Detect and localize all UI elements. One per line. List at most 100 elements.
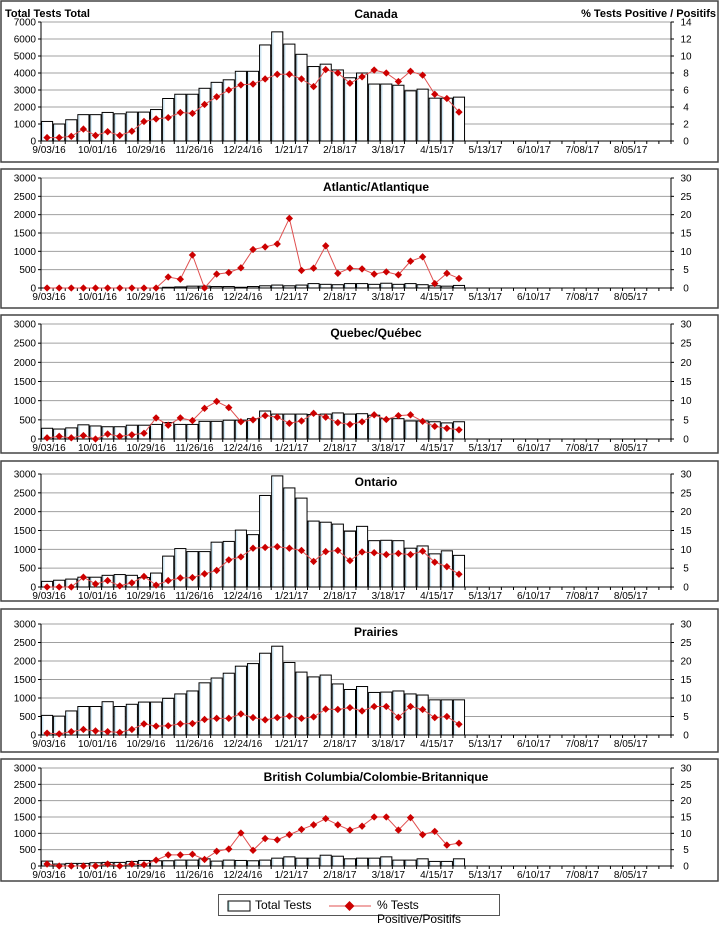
- pct-positive-marker: [394, 411, 403, 420]
- y2-tick-label: 4: [683, 103, 689, 114]
- pct-positive-marker: [79, 125, 88, 133]
- pct-positive-marker: [188, 416, 197, 425]
- x-tick-label: 5/13/17: [469, 591, 503, 602]
- pct-positive-marker: [285, 830, 294, 839]
- x-tick-label: 9/03/16: [32, 870, 66, 881]
- pct-positive-marker: [261, 543, 269, 552]
- y2-tick-label: 15: [680, 813, 692, 824]
- pct-positive-marker: [455, 426, 463, 434]
- y2-tick-label: 25: [680, 192, 692, 203]
- x-tick-label: 4/15/17: [420, 292, 454, 303]
- y2-tick-label: 25: [680, 780, 692, 791]
- pct-positive-marker: [261, 716, 269, 724]
- pct-positive-marker: [103, 430, 112, 438]
- pct-positive-marker: [164, 113, 172, 122]
- y-tick-label: 0: [30, 583, 36, 594]
- pct-positive-marker: [309, 264, 318, 272]
- y-tick-label: 3000: [14, 764, 37, 775]
- pct-positive-marker: [152, 115, 160, 123]
- pct-positive-marker: [358, 822, 366, 830]
- pct-positive-marker: [200, 404, 209, 413]
- pct-positive-marker: [394, 826, 403, 834]
- pct-positive-marker: [322, 705, 330, 713]
- y-tick-label: 0: [30, 435, 36, 446]
- x-tick-label: 3/18/17: [372, 292, 406, 303]
- pct-positive-marker: [200, 715, 209, 724]
- panel-prairies: 0 500 1000 1500 2000 2500 3000 0 5 10 15 20 25 30 9/03…: [0, 608, 719, 753]
- pct-positive-marker: [164, 851, 172, 859]
- pct-positive-marker: [200, 284, 209, 292]
- x-tick-label: 8/05/17: [614, 443, 648, 454]
- x-tick-label: 4/15/17: [420, 145, 454, 156]
- y-tick-label: 0: [30, 731, 36, 742]
- pct-positive-marker: [140, 861, 148, 869]
- x-tick-label: 11/26/16: [175, 739, 214, 750]
- pct-positive-marker: [285, 712, 294, 720]
- pct-positive-marker: [406, 257, 415, 265]
- x-tick-label: 7/08/17: [565, 591, 599, 602]
- pct-positive-marker: [91, 580, 100, 588]
- x-tick-label: 6/10/17: [517, 870, 551, 881]
- pct-positive-marker: [346, 826, 354, 834]
- x-tick-label: 2/18/17: [323, 292, 357, 303]
- pct-positive-marker: [200, 100, 209, 109]
- x-tick-label: 5/13/17: [469, 443, 503, 454]
- x-tick-label: 7/08/17: [565, 870, 599, 881]
- pct-positive-marker: [455, 108, 463, 116]
- y-tick-label: 1000: [14, 694, 37, 705]
- pct-positive-marker: [346, 420, 354, 429]
- x-tick-label: 10/29/16: [127, 870, 166, 881]
- x-tick-label: 8/05/17: [614, 591, 648, 602]
- y2-tick-label: 5: [683, 265, 689, 276]
- y2-tick-label: 5: [683, 845, 689, 856]
- pct-positive-marker: [79, 725, 88, 734]
- x-tick-label: 4/15/17: [420, 591, 454, 602]
- pct-positive-marker: [237, 264, 245, 272]
- pct-positive-marker: [116, 432, 124, 440]
- y2-tick-label: 10: [680, 396, 692, 407]
- y2-tick-label: 15: [680, 526, 692, 537]
- legend-pct-positive: % Tests Positive/Positifs: [377, 898, 462, 926]
- x-tick-label: 7/08/17: [565, 739, 599, 750]
- pct-positive-marker: [406, 67, 415, 75]
- x-tick-label: 5/13/17: [469, 292, 503, 303]
- y-tick-label: 0: [30, 137, 36, 148]
- x-tick-label: 11/26/16: [175, 443, 214, 454]
- x-tick-label: 6/10/17: [517, 591, 551, 602]
- pct-positive-marker: [394, 77, 403, 86]
- y-tick-label: 500: [19, 564, 36, 575]
- x-tick-label: 3/18/17: [372, 145, 406, 156]
- pct-positive-marker: [176, 275, 185, 283]
- pct-positive-marker: [212, 93, 221, 101]
- x-tick-label: 7/08/17: [565, 292, 599, 303]
- pct-positive-marker: [406, 813, 415, 822]
- y-axis-title: Total Tests Total: [5, 8, 90, 20]
- pct-positive-marker: [297, 266, 306, 275]
- y2-tick-label: 0: [683, 862, 689, 873]
- pct-positive-marker: [285, 544, 294, 552]
- pct-positive-marker: [116, 284, 124, 292]
- y-tick-label: 3000: [14, 320, 37, 331]
- x-tick-label: 4/15/17: [420, 870, 454, 881]
- pct-positive-marker: [455, 570, 463, 578]
- x-tick-label: 3/18/17: [372, 591, 406, 602]
- pct-positive-marker: [273, 413, 281, 421]
- x-tick-label: 10/01/16: [78, 145, 117, 156]
- pct-positive-marker: [140, 720, 148, 728]
- y2-axis-title: % Tests Positive / Positifs: [581, 8, 716, 20]
- x-tick-label: 10/29/16: [127, 739, 166, 750]
- pct-positive-marker: [455, 839, 463, 847]
- x-tick-label: 10/29/16: [127, 292, 166, 303]
- y2-tick-label: 0: [683, 731, 689, 742]
- y2-tick-label: 2: [683, 120, 689, 131]
- x-tick-label: 11/26/16: [175, 591, 214, 602]
- pct-positive-marker: [358, 707, 366, 715]
- pct-positive-marker: [431, 279, 439, 288]
- y2-tick-label: 10: [680, 545, 692, 556]
- pct-positive-marker: [394, 271, 403, 279]
- x-tick-label: 11/26/16: [175, 292, 214, 303]
- x-tick-label: 10/01/16: [78, 292, 117, 303]
- pct-positive-marker: [79, 284, 88, 292]
- y-tick-label: 2000: [14, 103, 37, 114]
- y-tick-label: 2500: [14, 488, 37, 499]
